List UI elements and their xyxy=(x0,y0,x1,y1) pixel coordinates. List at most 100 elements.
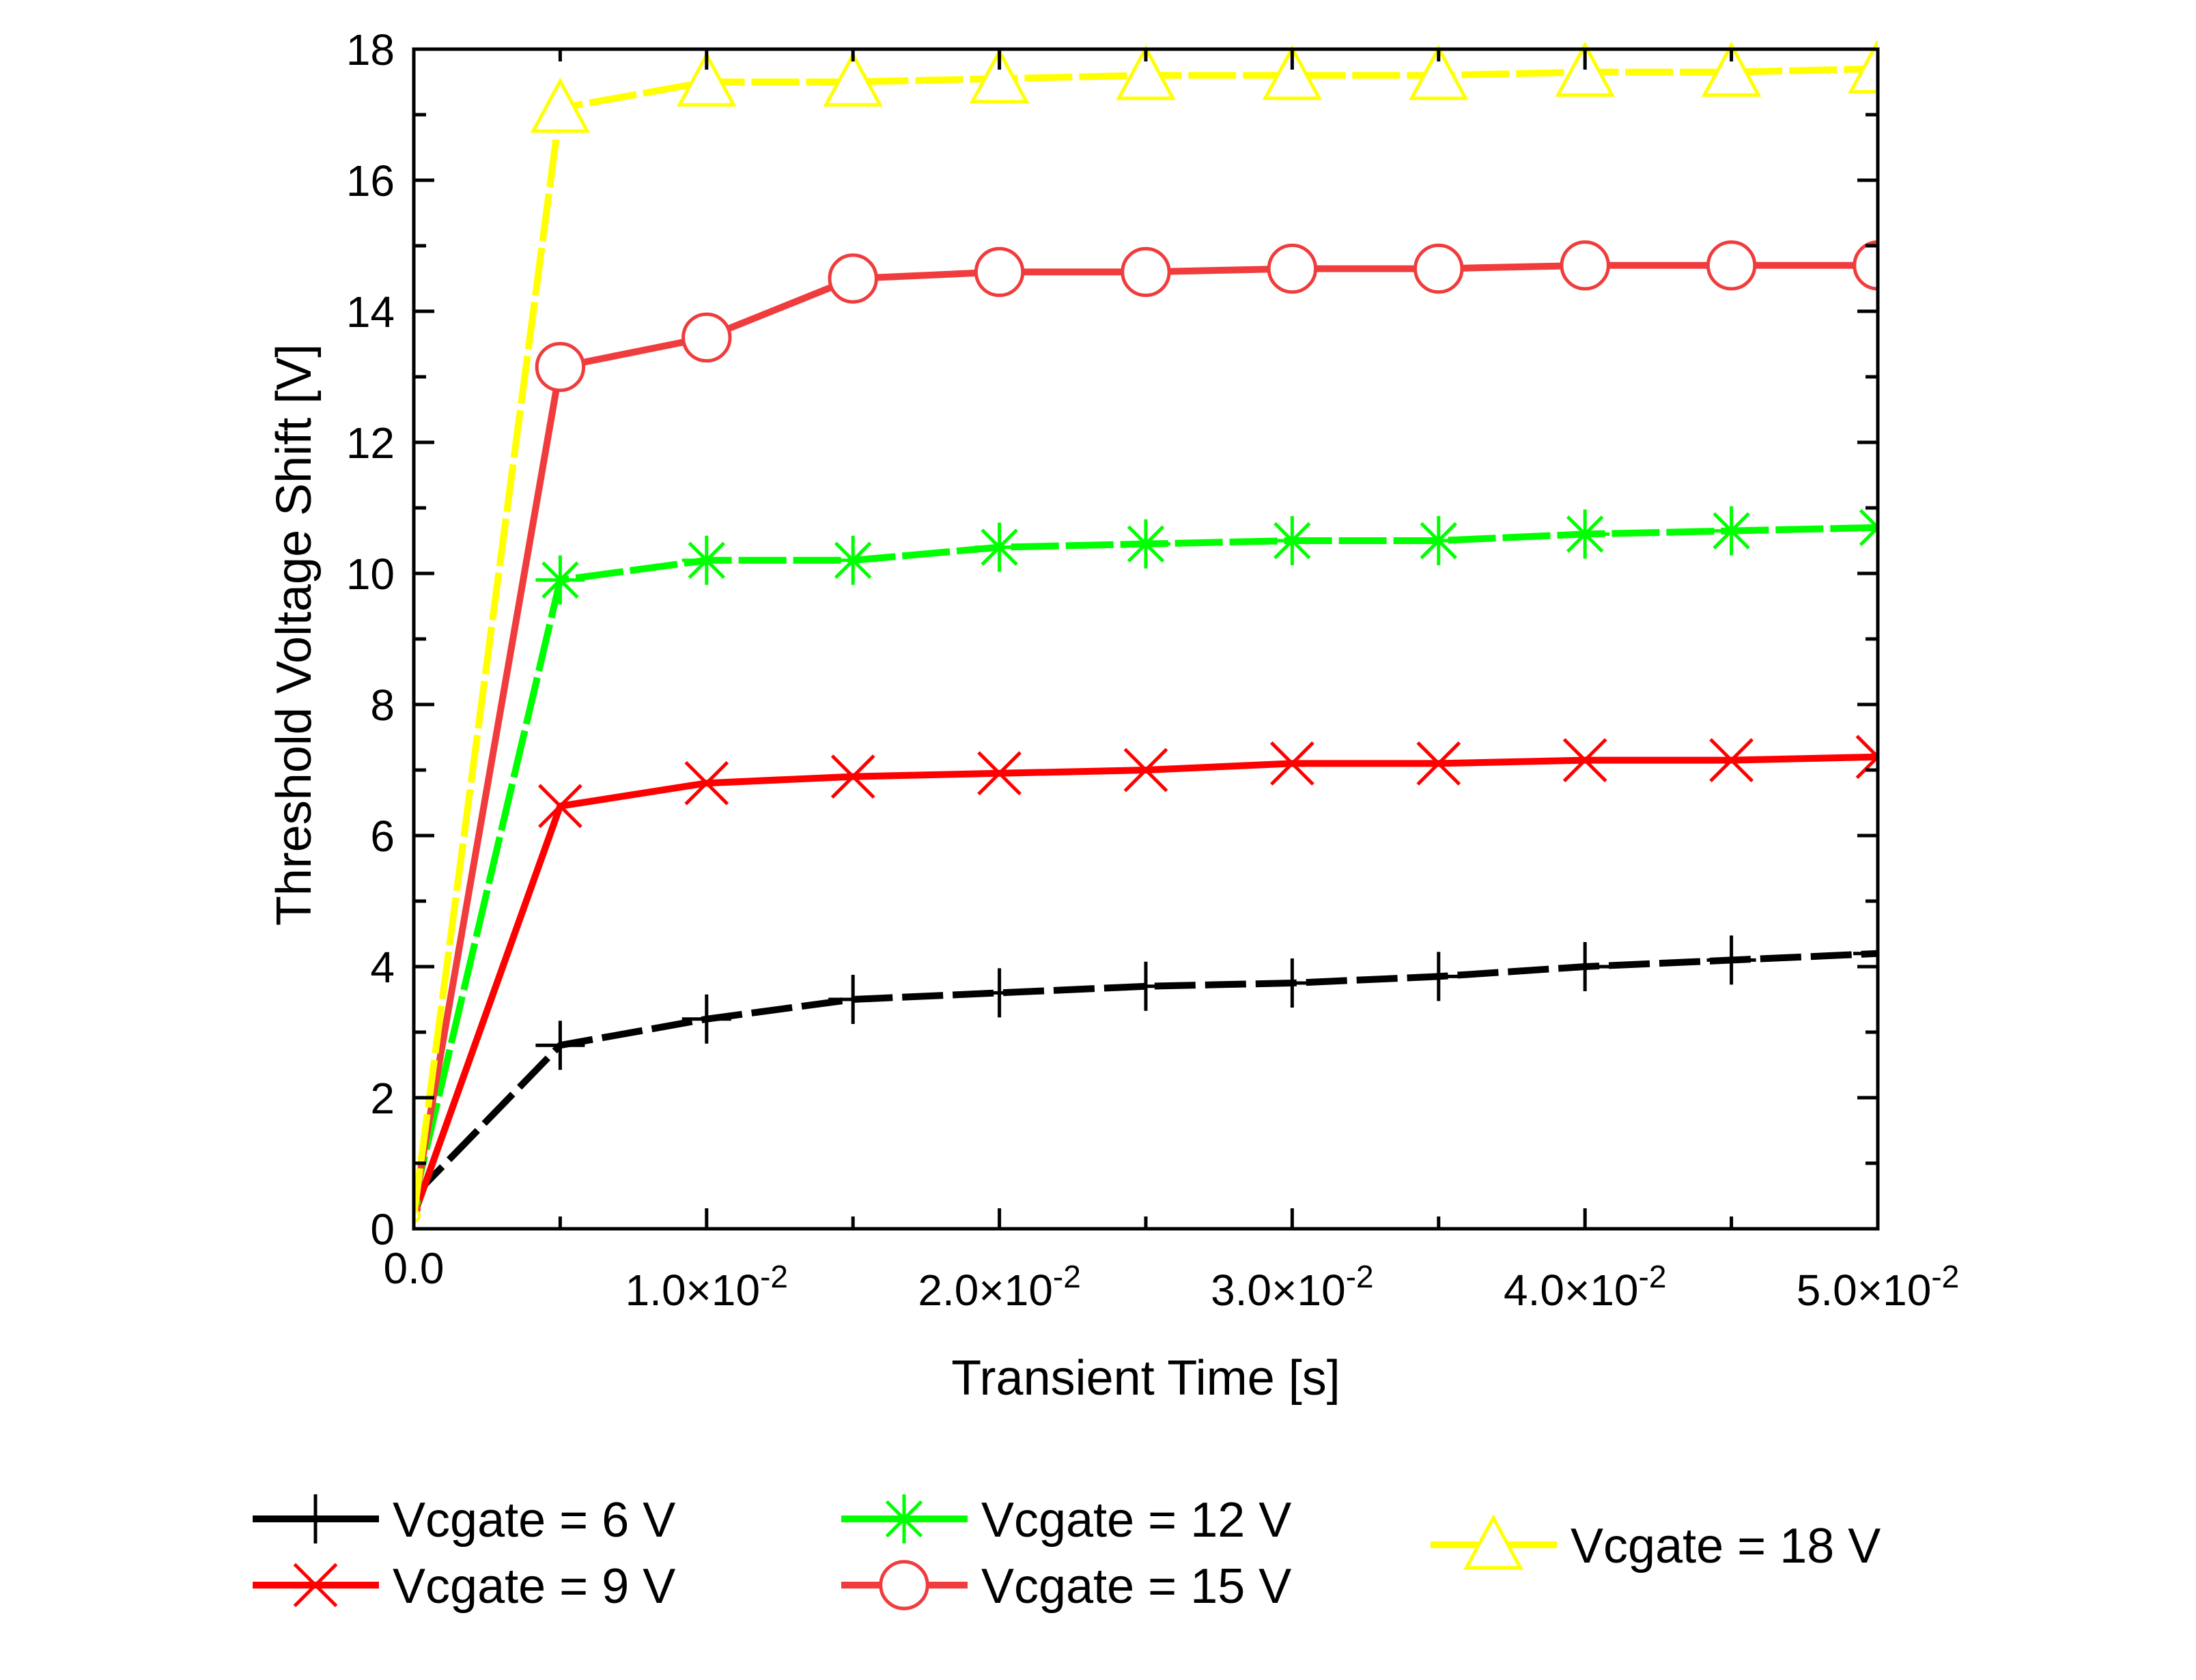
marker-shape xyxy=(974,246,1025,298)
series-layer xyxy=(414,41,1878,1223)
marker-stroke xyxy=(1855,735,1878,760)
marker-shape xyxy=(1121,246,1171,298)
data-point xyxy=(1853,240,1878,291)
legend-marker xyxy=(879,1494,929,1543)
marker-shape xyxy=(1555,41,1615,97)
marker-stroke xyxy=(1713,512,1750,550)
data-point xyxy=(1701,41,1762,97)
y-tick-label: 8 xyxy=(370,681,395,730)
marker-shape xyxy=(828,253,878,304)
data-point xyxy=(677,51,737,107)
x-tick-exponent: -2 xyxy=(1346,1259,1374,1294)
series-vcgate-18v xyxy=(414,41,1878,1223)
legend: Vcgate = 6 V Vcgate = 9 V Vcgate = 12 V Vcg… xyxy=(253,1493,1881,1614)
marker-shape xyxy=(879,1560,929,1610)
data-point xyxy=(1121,246,1171,298)
marker-stroke xyxy=(1123,748,1168,793)
data-point xyxy=(1853,928,1878,978)
data-point xyxy=(1853,502,1878,552)
y-tick-label: 0 xyxy=(370,1205,395,1254)
x-tick-mantissa: 5.0×10 xyxy=(1797,1266,1932,1315)
marker-shape xyxy=(677,51,737,107)
data-point xyxy=(1855,735,1878,780)
marker-shape xyxy=(1560,240,1610,291)
marker-shape xyxy=(1413,243,1464,294)
marker-stroke xyxy=(834,541,872,580)
data-point xyxy=(1560,942,1610,991)
marker-stroke xyxy=(981,528,1018,566)
data-point xyxy=(1123,748,1168,793)
data-point xyxy=(1413,952,1463,1001)
x-tick-exponent: -2 xyxy=(1931,1259,1959,1294)
data-point xyxy=(1560,509,1610,559)
marker-stroke xyxy=(977,751,1022,796)
legend-label: Vcgate = 9 V xyxy=(393,1559,675,1614)
data-point xyxy=(828,975,878,1024)
marker-stroke xyxy=(1420,522,1458,560)
marker-shape xyxy=(1267,243,1318,294)
marker-stroke xyxy=(293,1563,338,1608)
x-tick-exponent: -2 xyxy=(1053,1259,1081,1294)
marker-shape xyxy=(1701,41,1762,97)
data-point xyxy=(1555,41,1615,97)
data-point xyxy=(977,751,1022,796)
series-vcgate-6v xyxy=(414,928,1878,1203)
series-vcgate-12v xyxy=(414,502,1878,1210)
marker-shape xyxy=(1463,1514,1523,1570)
legend-item-vcgate-9v: Vcgate = 9 V xyxy=(253,1559,675,1614)
data-point xyxy=(535,341,586,393)
x-tick-mantissa: 2.0×10 xyxy=(918,1266,1053,1315)
data-point xyxy=(974,522,1024,572)
data-point xyxy=(681,312,732,363)
data-point xyxy=(1848,41,1878,94)
marker-shape xyxy=(1848,41,1878,94)
marker-shape xyxy=(823,51,883,107)
marker-shape xyxy=(1853,240,1878,291)
marker-stroke xyxy=(1855,754,1878,780)
marker-shape xyxy=(535,341,586,393)
x-tick-label: 5.0×10-2 xyxy=(1797,1259,1959,1315)
data-point xyxy=(974,968,1024,1018)
marker-stroke xyxy=(684,760,729,806)
data-point xyxy=(828,253,878,304)
legend-label: Vcgate = 12 V xyxy=(981,1493,1291,1548)
legend-marker xyxy=(291,1494,340,1543)
data-point xyxy=(1706,506,1756,556)
data-point xyxy=(1121,961,1170,1011)
data-point xyxy=(1262,44,1323,100)
y-tick-label: 16 xyxy=(346,156,395,205)
legend-marker xyxy=(879,1560,929,1610)
marker-shape xyxy=(1262,44,1323,100)
marker-shape xyxy=(969,48,1030,104)
series-vcgate-9v xyxy=(414,735,1878,1223)
x-tick-label: 3.0×10-2 xyxy=(1211,1259,1373,1315)
data-point xyxy=(1267,243,1318,294)
y-axis-title: Threshold Voltage Shift [V] xyxy=(267,344,322,926)
data-point xyxy=(1706,240,1757,291)
data-point xyxy=(535,555,585,605)
data-point xyxy=(830,754,875,799)
legend-marker xyxy=(1463,1514,1523,1570)
marker-stroke xyxy=(1859,509,1878,530)
data-point xyxy=(1709,738,1754,782)
y-tick-label: 6 xyxy=(370,812,395,861)
data-point xyxy=(1413,243,1464,294)
data-point xyxy=(969,48,1030,104)
marker-stroke xyxy=(1562,738,1607,782)
data-point xyxy=(1560,240,1610,291)
data-point xyxy=(535,1021,585,1070)
data-point xyxy=(681,994,731,1044)
data-point xyxy=(1267,516,1317,565)
marker-shape xyxy=(1706,240,1757,291)
data-point xyxy=(530,77,591,133)
data-point xyxy=(1562,738,1607,782)
y-tick-label: 18 xyxy=(346,25,395,74)
marker-stroke xyxy=(1270,741,1314,786)
marker-stroke xyxy=(538,784,582,829)
y-tick-label: 10 xyxy=(346,550,395,599)
marker-shape xyxy=(1409,44,1469,100)
legend-marker xyxy=(293,1563,338,1608)
series-line xyxy=(414,950,1878,1199)
